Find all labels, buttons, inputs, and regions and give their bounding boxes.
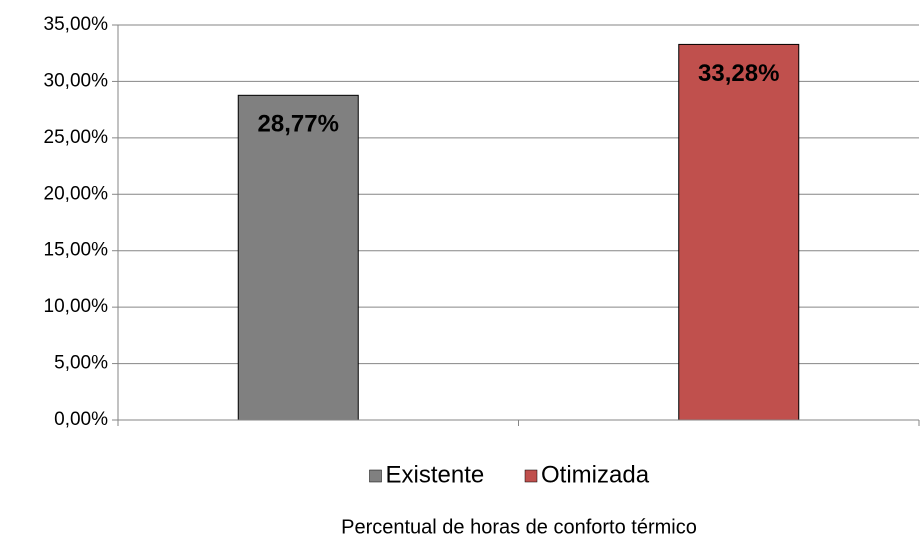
y-tick-label: 30,00%: [44, 70, 109, 91]
data-label: 33,28%: [698, 60, 779, 87]
legend-label: Otimizada: [541, 461, 650, 488]
legend-label: Existente: [386, 461, 485, 488]
y-tick-label: 35,00%: [44, 14, 109, 35]
x-axis-title: Percentual de horas de conforto térmico: [341, 516, 697, 538]
y-tick-label: 10,00%: [44, 296, 109, 317]
data-label: 28,77%: [258, 111, 339, 138]
legend-swatch: [369, 469, 382, 483]
bar: [678, 43, 800, 421]
y-tick-label: 25,00%: [44, 127, 109, 148]
y-tick-label: 5,00%: [54, 353, 108, 374]
legend-swatch: [524, 469, 538, 483]
y-tick-label: 0,00%: [54, 409, 108, 430]
y-tick-label: 15,00%: [44, 240, 109, 261]
y-tick-label: 20,00%: [44, 183, 109, 204]
bar: [237, 94, 359, 421]
